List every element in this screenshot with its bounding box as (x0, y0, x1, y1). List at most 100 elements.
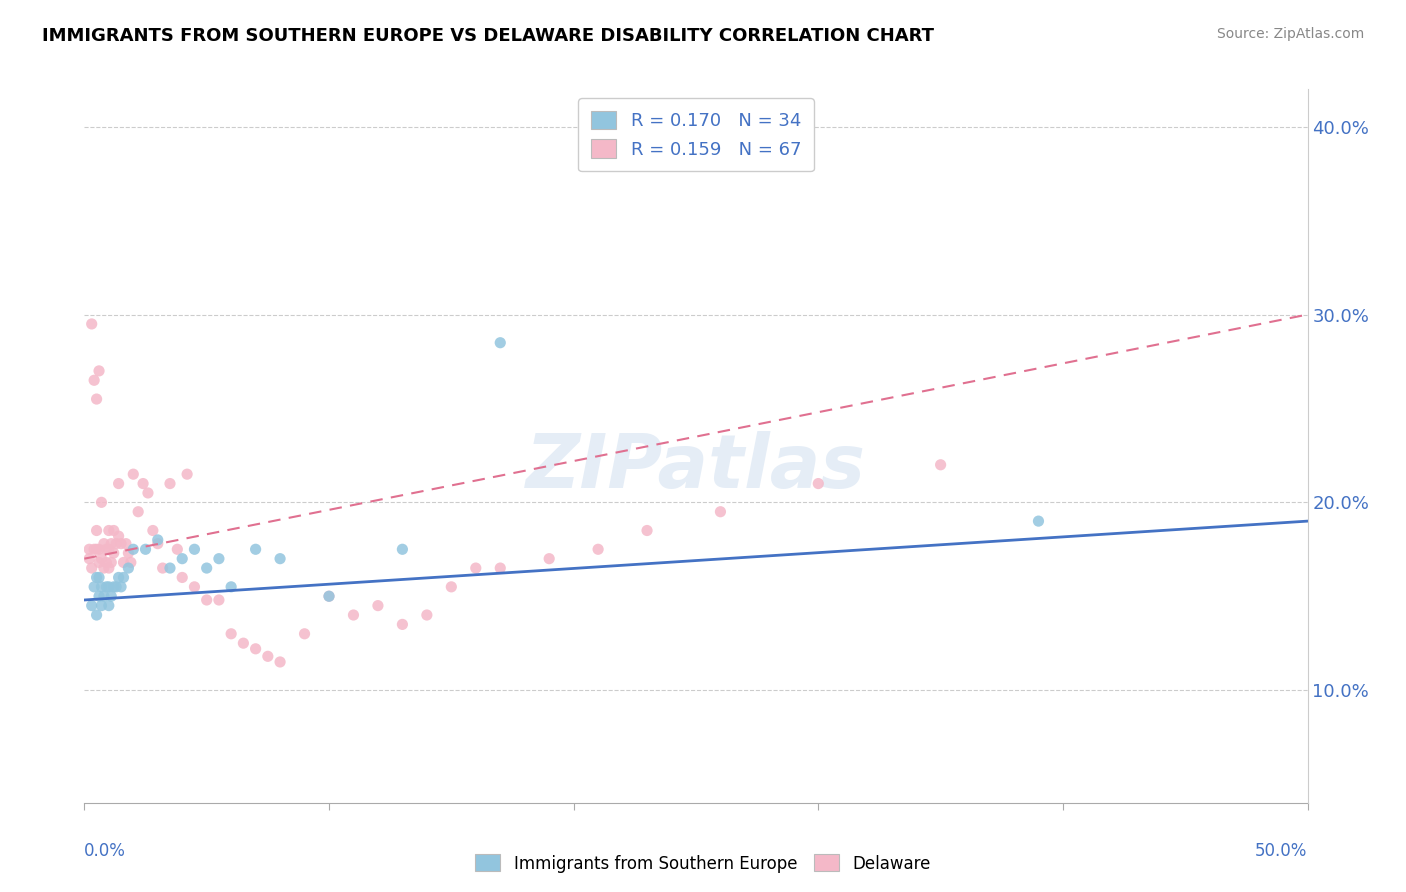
Point (80, 317, 103, 331)
Point (232, 636, 254, 650)
Point (807, 476, 830, 491)
Point (97, 561, 120, 575)
Point (127, 505, 149, 519)
Point (195, 593, 218, 607)
Text: IMMIGRANTS FROM SOUTHERN EUROPE VS DELAWARE DISABILITY CORRELATION CHART: IMMIGRANTS FROM SOUTHERN EUROPE VS DELAW… (42, 27, 934, 45)
Point (245, 641, 267, 656)
Point (709, 505, 731, 519)
Point (159, 476, 181, 491)
Point (219, 627, 242, 641)
Point (107, 570, 129, 584)
Point (93, 589, 115, 603)
Point (100, 589, 122, 603)
Point (100, 556, 122, 570)
Point (90, 599, 112, 613)
Point (86, 542, 108, 557)
Text: 0.0%: 0.0% (84, 842, 127, 860)
Point (245, 542, 267, 557)
Point (172, 551, 194, 566)
Point (146, 536, 169, 550)
Point (87, 542, 110, 557)
Point (86, 570, 108, 584)
Point (97, 524, 120, 538)
Point (90, 580, 112, 594)
Point (97, 542, 120, 557)
Legend: R = 0.170   N = 34, R = 0.159   N = 67: R = 0.170 N = 34, R = 0.159 N = 67 (578, 98, 814, 171)
Point (87, 589, 110, 603)
Point (120, 556, 142, 570)
Point (367, 599, 389, 613)
Point (440, 580, 463, 594)
Point (176, 467, 198, 482)
Point (183, 580, 205, 594)
Point (96, 556, 118, 570)
Point (294, 627, 316, 641)
Point (96, 580, 118, 594)
Point (318, 589, 340, 603)
Point (86, 524, 108, 538)
Point (86, 392, 108, 406)
Point (90, 551, 112, 566)
Point (269, 551, 291, 566)
Point (100, 536, 122, 550)
Point (80, 561, 103, 575)
Point (103, 524, 125, 538)
Text: Source: ZipAtlas.com: Source: ZipAtlas.com (1216, 27, 1364, 41)
Point (391, 542, 413, 557)
Point (117, 561, 139, 575)
Point (464, 561, 486, 575)
Point (77, 542, 100, 557)
Point (105, 536, 128, 550)
Point (86, 607, 108, 622)
Point (103, 580, 125, 594)
Point (90, 495, 112, 509)
Point (132, 476, 155, 491)
Point (122, 542, 145, 557)
Point (93, 561, 115, 575)
Point (80, 599, 103, 613)
Point (135, 542, 157, 557)
Text: 50.0%: 50.0% (1256, 842, 1308, 860)
Point (208, 593, 231, 607)
Point (166, 542, 188, 557)
Point (97, 599, 120, 613)
Point (107, 476, 129, 491)
Point (208, 551, 231, 566)
Point (391, 617, 413, 632)
Point (107, 529, 129, 543)
Point (96, 542, 118, 557)
Point (112, 570, 135, 584)
Point (83, 580, 105, 594)
Point (87, 556, 110, 570)
Point (152, 561, 174, 575)
Point (136, 486, 159, 500)
Point (159, 561, 181, 575)
Point (142, 524, 165, 538)
Point (146, 533, 169, 547)
Point (110, 536, 132, 550)
Point (1028, 514, 1050, 528)
Point (489, 335, 512, 350)
Point (342, 607, 364, 622)
Point (636, 524, 658, 538)
Point (538, 551, 561, 566)
Point (87, 570, 110, 584)
Point (489, 561, 512, 575)
Point (172, 570, 194, 584)
Legend: Immigrants from Southern Europe, Delaware: Immigrants from Southern Europe, Delawar… (468, 847, 938, 880)
Point (83, 542, 105, 557)
Point (117, 546, 139, 560)
Point (195, 561, 218, 575)
Point (586, 542, 609, 557)
Point (183, 542, 205, 557)
Point (105, 580, 128, 594)
Point (269, 655, 291, 669)
Point (77, 551, 100, 566)
Point (103, 546, 125, 560)
Point (93, 536, 115, 550)
Point (97, 580, 120, 594)
Point (257, 649, 280, 664)
Point (87, 364, 110, 378)
Point (115, 536, 138, 550)
Point (929, 458, 952, 472)
